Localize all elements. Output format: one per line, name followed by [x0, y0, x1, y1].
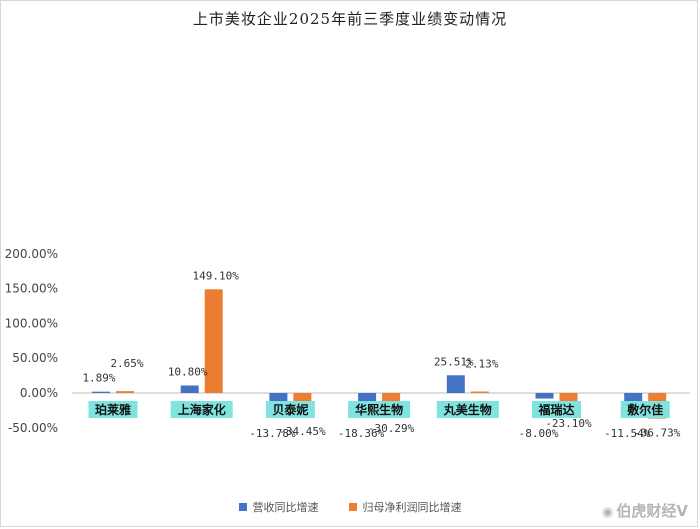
bar-revenue-growth — [624, 393, 643, 402]
y-axis: 200.00% 150.00% 100.00% 50.00% 0.00% -50.00% — [5, 247, 58, 435]
category-label-box — [348, 401, 411, 418]
y-tick-label: 0.00% — [20, 386, 58, 400]
category-label: 福瑞达 — [537, 402, 574, 417]
category-label: 贝泰妮 — [272, 402, 308, 417]
legend-label-net-profit: 归母净利润同比增速 — [362, 501, 462, 514]
y-tick-label: -50.00% — [8, 421, 58, 435]
watermark-text: 伯虎财经V — [616, 502, 688, 520]
data-label-net-profit-growth: -30.29% — [368, 422, 415, 435]
category-label-box — [170, 401, 233, 418]
category-label: 丸美生物 — [443, 402, 492, 417]
category-label-box — [532, 401, 581, 418]
category-label-box — [436, 401, 499, 418]
bar-revenue-growth — [180, 385, 199, 393]
legend-item-net-profit: 归母净利润同比增速 — [348, 499, 462, 515]
y-tick-label: 50.00% — [12, 351, 58, 365]
category-label: 华熙生物 — [355, 402, 403, 417]
category-label-box — [88, 401, 138, 418]
bar-revenue-growth — [535, 393, 554, 399]
data-label-net-profit-growth: 2.13% — [465, 358, 498, 371]
data-label-net-profit-growth: -34.45% — [279, 425, 326, 438]
data-label-revenue-growth: -8.00% — [519, 427, 559, 440]
bar-net-profit-growth — [116, 391, 134, 393]
category-label-box — [265, 401, 315, 418]
data-label-net-profit-growth: 149.10% — [193, 269, 240, 282]
bar-net-profit-growth — [470, 391, 489, 393]
category-labels: 珀莱雅 上海家化 贝泰妮 华熙生物 丸美生物 福瑞达 敷尔佳 — [88, 401, 670, 418]
bar-net-profit-growth — [204, 289, 223, 393]
category-label: 珀莱雅 — [95, 402, 131, 417]
category-label-box — [620, 401, 670, 418]
data-label-net-profit-growth: -36.73% — [634, 427, 681, 440]
data-label-revenue-growth: -13.78% — [249, 427, 296, 440]
data-label-revenue-growth: -18.36% — [338, 427, 385, 440]
data-label-revenue-growth: -11.54% — [604, 427, 651, 440]
y-tick-label: 200.00% — [5, 247, 58, 261]
legend: 营收同比增速 归母净利润同比增速 — [0, 499, 700, 515]
legend-swatch-net-profit — [348, 503, 357, 511]
data-label-net-profit-growth: 2.65% — [110, 357, 143, 370]
data-labels: 1.89% 2.65% 10.80% 149.10% -13.78%-34.45% -18… — [82, 269, 680, 440]
bar-revenue-growth — [92, 391, 110, 393]
bar-revenue-growth — [446, 375, 465, 393]
data-label-revenue-growth: 1.89% — [82, 372, 115, 385]
weibo-icon: ◉ — [602, 505, 614, 520]
legend-swatch-revenue — [238, 503, 247, 511]
data-label-net-profit-growth: -23.10% — [545, 417, 592, 430]
bar-revenue-growth — [269, 393, 288, 403]
category-label: 上海家化 — [178, 402, 226, 417]
y-tick-label: 150.00% — [5, 282, 58, 296]
chart-title: 上市美妆企业2025年前三季度业绩变动情况 — [192, 10, 508, 28]
legend-item-revenue: 营收同比增速 — [238, 499, 319, 515]
category-label: 敷尔佳 — [627, 402, 663, 417]
watermark: ◉ 伯虎财经V — [602, 500, 688, 521]
bars — [92, 289, 667, 419]
legend-label-revenue: 营收同比增速 — [252, 501, 319, 514]
y-tick-label: 100.00% — [5, 316, 58, 330]
data-label-revenue-growth: 25.51% — [434, 355, 474, 368]
data-label-revenue-growth: 10.80% — [168, 365, 208, 378]
